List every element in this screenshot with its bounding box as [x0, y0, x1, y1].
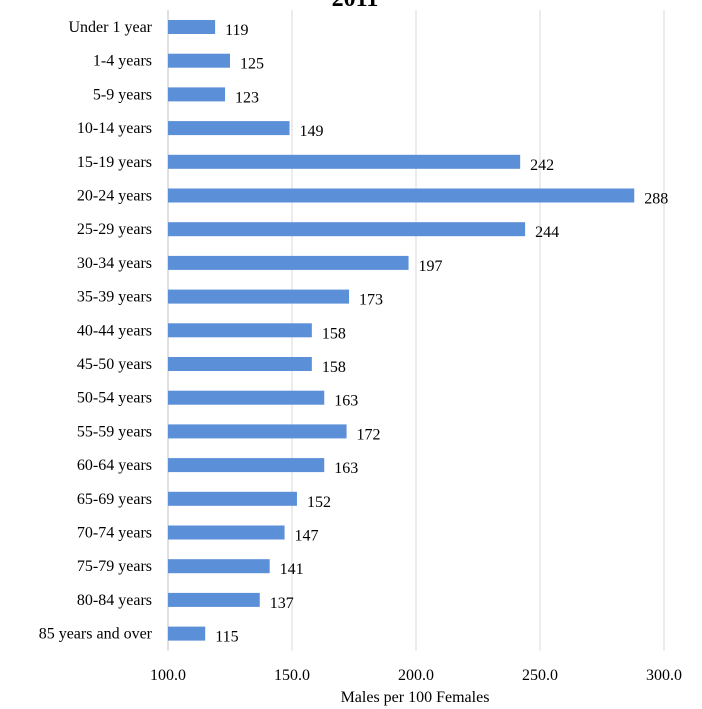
data-label: 288 — [644, 191, 668, 208]
bar — [168, 289, 350, 304]
data-label: 123 — [235, 89, 259, 106]
bar — [168, 121, 290, 136]
bar — [168, 323, 312, 338]
category-label: 85 years and over — [39, 626, 153, 643]
data-label: 141 — [280, 561, 304, 578]
data-label: 147 — [295, 528, 319, 545]
category-label: 35-39 years — [77, 289, 152, 306]
x-tick-label: 100.0 — [150, 667, 186, 684]
data-labels: 119 125 123 149 242 288 244 197 173 158 158 163 172 1… — [215, 22, 668, 646]
category-label: 10-14 years — [77, 120, 152, 137]
x-tick-label: 150.0 — [274, 667, 310, 684]
category-label: 25-29 years — [77, 221, 152, 238]
x-tick-labels: 100.0 150.0 200.0 250.0 300.0 — [150, 667, 682, 684]
category-label: 75-79 years — [77, 558, 152, 575]
data-label: 149 — [300, 123, 324, 140]
bars — [168, 20, 635, 641]
category-label: 15-19 years — [77, 154, 152, 171]
bar — [168, 390, 325, 405]
category-label: 80-84 years — [77, 592, 152, 609]
bar — [168, 592, 260, 607]
data-label: 137 — [270, 595, 294, 612]
category-label: 5-9 years — [93, 86, 152, 103]
bar — [168, 188, 635, 203]
bar — [168, 20, 216, 34]
data-label: 158 — [322, 359, 346, 376]
data-label: 152 — [307, 494, 331, 511]
category-label: 50-54 years — [77, 390, 152, 407]
bar — [168, 222, 526, 237]
data-label: 115 — [215, 629, 238, 646]
bar — [168, 491, 297, 506]
bar — [168, 255, 409, 270]
category-label: 70-74 years — [77, 525, 152, 542]
category-label: 60-64 years — [77, 457, 152, 474]
bar — [168, 458, 325, 473]
category-label: 40-44 years — [77, 322, 152, 339]
data-label: 172 — [357, 426, 381, 443]
bar — [168, 87, 226, 102]
x-axis-title: Males per 100 Females — [341, 689, 490, 706]
bar — [168, 53, 230, 68]
category-label: 65-69 years — [77, 491, 152, 508]
data-label: 163 — [334, 393, 358, 410]
x-tick-label: 300.0 — [646, 667, 682, 684]
data-label: 163 — [334, 460, 358, 477]
data-label: 173 — [359, 292, 383, 309]
bar — [168, 525, 285, 540]
data-label: 158 — [322, 325, 346, 342]
category-label: 55-59 years — [77, 423, 152, 440]
data-label: 125 — [240, 56, 264, 73]
category-label: 1-4 years — [93, 53, 152, 70]
bar — [168, 559, 270, 574]
x-tick-label: 250.0 — [522, 667, 558, 684]
x-tick-label: 200.0 — [398, 667, 434, 684]
bar — [168, 626, 206, 641]
category-label: 45-50 years — [77, 356, 152, 373]
data-label: 242 — [530, 157, 554, 174]
data-label: 244 — [535, 224, 559, 241]
bar — [168, 154, 521, 169]
category-labels: Under 1 year 1-4 years 5-9 years 10-14 year… — [39, 19, 153, 643]
chart-title: 2011 — [332, 0, 379, 12]
category-label: 30-34 years — [77, 255, 152, 272]
category-label: Under 1 year — [68, 19, 152, 36]
data-label: 197 — [419, 258, 443, 275]
bar — [168, 424, 347, 439]
category-label: 20-24 years — [77, 188, 152, 205]
data-label: 119 — [225, 22, 248, 39]
bar — [168, 357, 312, 371]
